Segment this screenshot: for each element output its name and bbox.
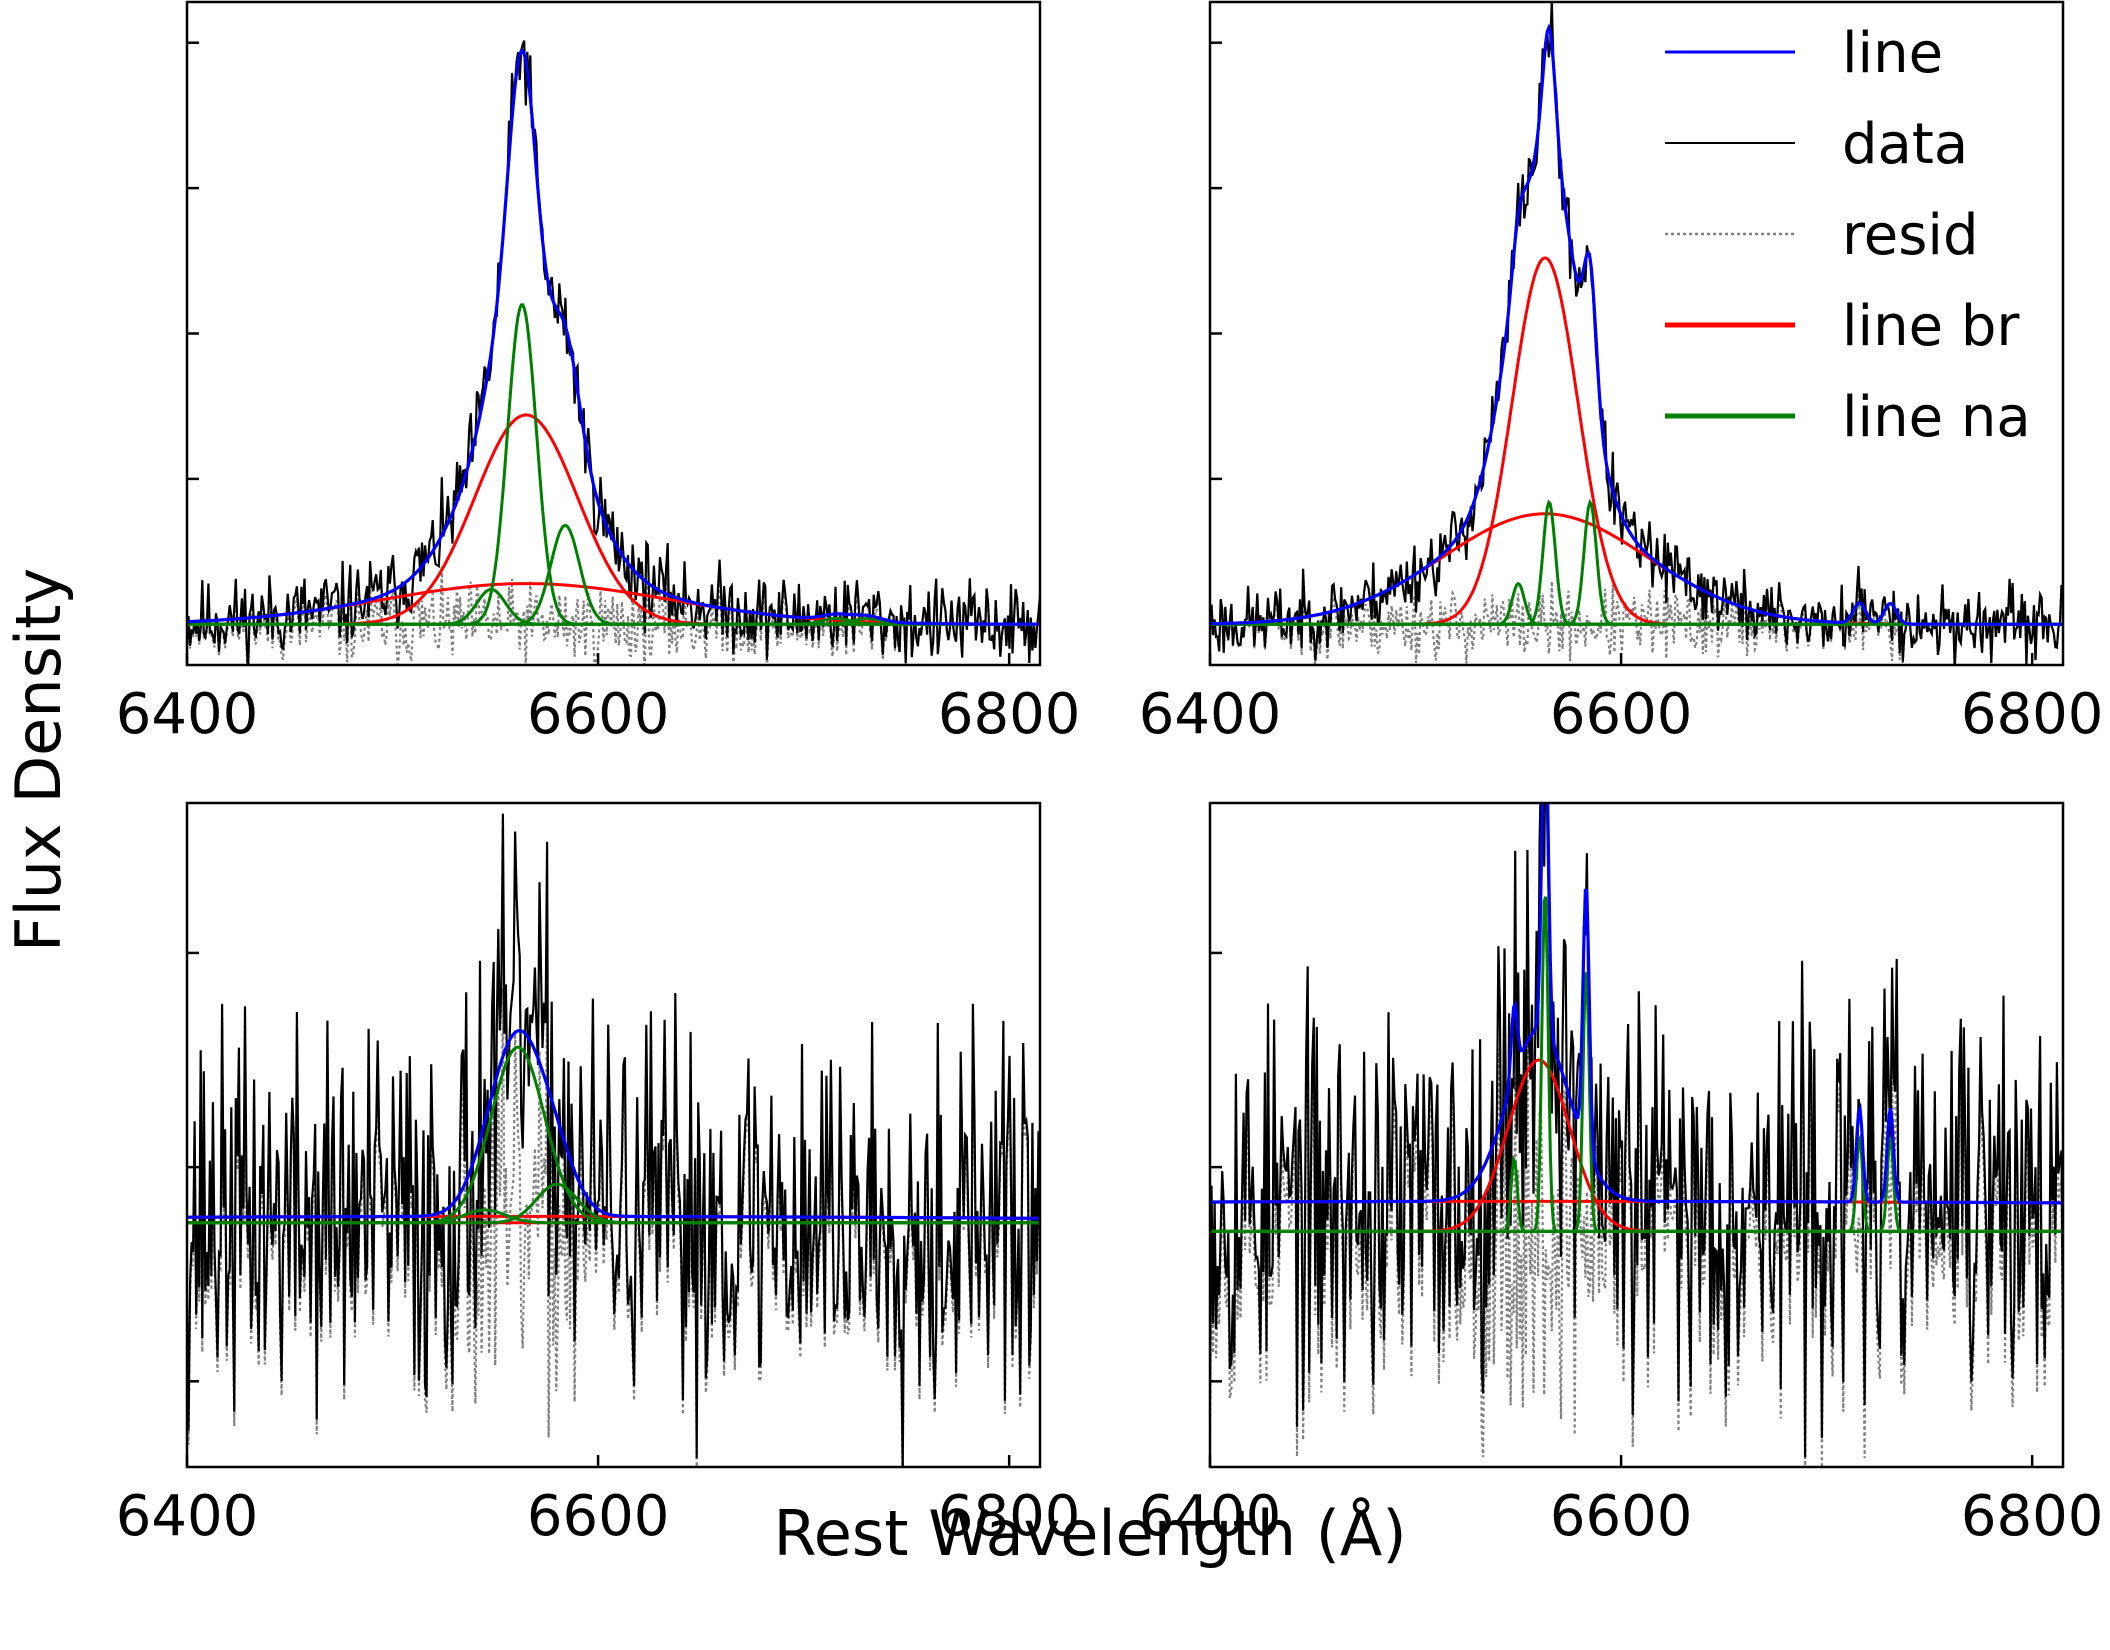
panel-frame — [185, 0, 1042, 667]
legend-entry-line-na: line na — [1665, 385, 2031, 450]
x-tick-label: 6800 — [938, 1484, 1081, 1549]
line-model-series — [187, 48, 1040, 626]
legend-label: line na — [1842, 385, 2031, 450]
legend-entry-line: line — [1665, 21, 1943, 86]
panel-bottom-right: 6400 6600 6800 — [1139, 801, 2104, 1549]
x-tick-label: 6600 — [527, 682, 670, 747]
x-tick-label: 6400 — [116, 1484, 259, 1549]
x-tick-label: 6400 — [1139, 682, 1282, 747]
narrow-component-0 — [1210, 499, 2063, 626]
panel-frame — [185, 801, 1042, 1469]
data-series — [187, 40, 1040, 665]
narrow-component-2 — [187, 1208, 1040, 1225]
line-model-series — [1210, 23, 2063, 626]
legend-label: data — [1842, 112, 1968, 177]
data-series — [1210, 803, 2063, 1458]
x-tick-label: 6600 — [527, 1484, 670, 1549]
data-series — [187, 813, 1040, 1467]
x-tick-label: 6800 — [1961, 1484, 2104, 1549]
data-series — [1210, 2, 2063, 665]
panel-bottom-left: 6400 6600 6800 — [116, 801, 1081, 1549]
x-axis-label: Rest Wavelength (Å) — [773, 1497, 1406, 1570]
legend-label: line — [1842, 21, 1943, 86]
line-model-series — [1210, 803, 2063, 1205]
narrow-component-1 — [1210, 498, 2063, 626]
x-tick-label: 6400 — [1139, 1484, 1282, 1549]
legend-label: line br — [1842, 294, 2020, 359]
panel-frame — [1208, 801, 2065, 1469]
x-tick-label: 6800 — [1961, 682, 2104, 747]
x-tick-label: 6600 — [1550, 682, 1693, 747]
narrow-component-4 — [1210, 1137, 2063, 1233]
legend-label: resid — [1842, 203, 1979, 268]
x-tick-label: 6800 — [938, 682, 1081, 747]
legend-entry-data: data — [1665, 112, 1968, 177]
legend: line data resid line br line na — [1665, 21, 2031, 450]
legend-entry-line-br: line br — [1665, 294, 2020, 359]
line-model-series — [187, 1028, 1040, 1220]
legend-entry-resid: resid — [1665, 203, 1979, 268]
panel-top-right: 6400 6600 6800 — [1139, 0, 2104, 747]
x-tick-label: 6400 — [116, 682, 259, 747]
y-axis-label: Flux Density — [2, 568, 75, 952]
x-tick-label: 6600 — [1550, 1484, 1693, 1549]
panel-top-left: 6400 6600 6800 — [116, 0, 1081, 747]
